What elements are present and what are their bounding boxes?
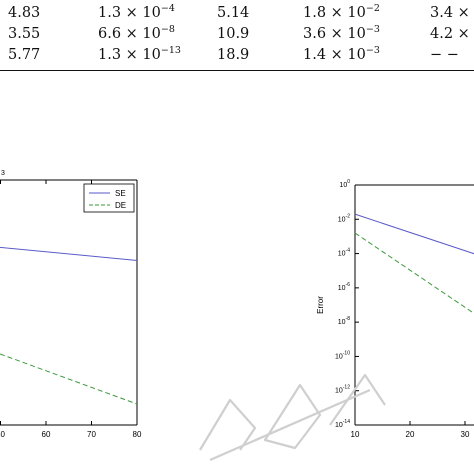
x-tick-label: 60	[42, 430, 51, 439]
legend-box	[83, 183, 135, 213]
y-axis-label: Error	[316, 296, 325, 314]
y-tick-label: 10-2	[338, 213, 350, 223]
cell-value: 4.83	[8, 5, 41, 21]
series-line-de	[354, 232, 474, 314]
y-tick-label: 100	[339, 179, 350, 189]
y-tick-label: 10-6	[338, 282, 350, 292]
cell-error: 1.4 × 10−3	[303, 45, 380, 63]
y-tick-label: 10-10	[335, 350, 350, 360]
cell-error: 6.6 × 10−8	[98, 24, 175, 42]
cell-error: 3.6 × 10−3	[303, 24, 380, 42]
x-tick-label: 50	[0, 430, 5, 439]
table-bottom-rule	[0, 70, 474, 71]
y-tick-label: 10-4	[338, 248, 350, 258]
legend-label: DE	[115, 201, 126, 210]
cell-error: 1.8 × 10−2	[303, 3, 380, 21]
cell-value: − −	[430, 47, 459, 63]
table-row: 4.83 1.3 × 10−4 5.14 1.8 × 10−2 3.4 ×	[0, 3, 474, 25]
cell-error: 1.3 × 10−4	[98, 3, 175, 21]
cell-value: 3.55	[8, 26, 41, 42]
left-plot: 3 50 60 70 80 SE DE	[0, 170, 142, 439]
series-line-de	[0, 353, 138, 405]
table-row: 3.55 6.6 × 10−8 10.9 3.6 × 10−3 4.2 ×	[0, 24, 474, 46]
series-line-se	[354, 213, 474, 255]
table-row: 5.77 1.3 × 10−13 18.9 1.4 × 10−3 − −	[0, 45, 474, 67]
cell-value: 3.4 ×	[430, 5, 470, 21]
x-tick-label: 80	[133, 430, 142, 439]
x-tick-label: 70	[87, 430, 96, 439]
cell-value: 5.77	[8, 47, 41, 63]
y-tick-label: 10-14	[335, 419, 350, 429]
axis-exponent-label: 3	[1, 170, 5, 177]
x-tick-label: 10	[351, 430, 360, 439]
cell-value: 4.2 ×	[430, 26, 470, 42]
x-tick-label: 20	[406, 430, 415, 439]
watermark-logo	[199, 373, 386, 462]
legend-label: SE	[115, 189, 126, 198]
cell-error: 1.3 × 10−13	[98, 45, 181, 63]
series-line-se	[0, 246, 138, 261]
cell-value: 18.9	[217, 47, 250, 63]
cell-value: 5.14	[217, 5, 250, 21]
cell-value: 10.9	[217, 26, 250, 42]
y-tick-label: 10-8	[338, 316, 350, 326]
y-tick-label: 10-12	[335, 385, 350, 395]
error-plots-figure: 350607080SEDE 10010-210-410-610-810-1010…	[0, 170, 474, 439]
x-tick-label: 30	[461, 430, 470, 439]
